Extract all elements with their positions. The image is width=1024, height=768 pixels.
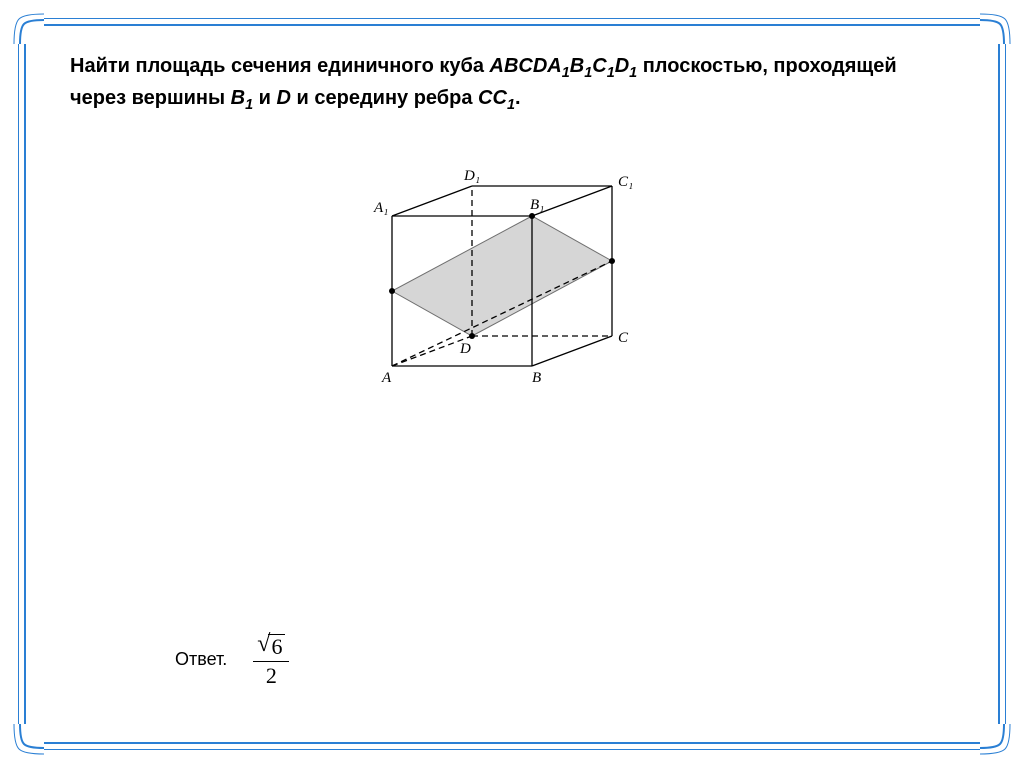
problem-text-4: и середину ребра — [291, 87, 478, 109]
problem-text-3: и — [253, 87, 276, 109]
sqrt-icon: √ 6 — [257, 634, 285, 659]
answer-row: Ответ. √ 6 2 — [175, 632, 289, 688]
answer-numerator: √ 6 — [253, 632, 289, 662]
corner-ornament-tr — [980, 10, 1014, 44]
answer-label: Ответ. — [175, 649, 227, 670]
label-b1: B₁ — [530, 197, 544, 213]
problem-statement: Найти площадь сечения единичного куба AB… — [70, 52, 954, 116]
label-b: B — [532, 370, 541, 386]
cube-name: ABCDA1B1C1D1 — [490, 55, 638, 77]
corner-ornament-br — [980, 724, 1014, 758]
label-d: D — [459, 341, 471, 357]
slide-content: Найти площадь сечения единичного куба AB… — [70, 52, 954, 716]
vertex-d: D — [277, 87, 291, 109]
corner-ornament-bl — [10, 724, 44, 758]
cube-diagram: A B C D A₁ B₁ C₁ D₁ — [352, 156, 672, 401]
label-a: A — [381, 370, 392, 386]
problem-text-1: Найти площадь сечения единичного куба — [70, 55, 490, 77]
answer-denominator: 2 — [266, 662, 277, 688]
label-d1: D₁ — [463, 168, 480, 184]
corner-ornament-tl — [10, 10, 44, 44]
label-a1: A₁ — [373, 200, 388, 216]
label-c: C — [618, 330, 629, 346]
problem-text-5: . — [515, 87, 521, 109]
edge-cc1: CC1 — [478, 87, 515, 109]
answer-fraction: √ 6 2 — [253, 632, 289, 688]
label-c1: C₁ — [618, 174, 633, 190]
vertex-b1: B1 — [231, 87, 253, 109]
radicand: 6 — [268, 634, 285, 659]
